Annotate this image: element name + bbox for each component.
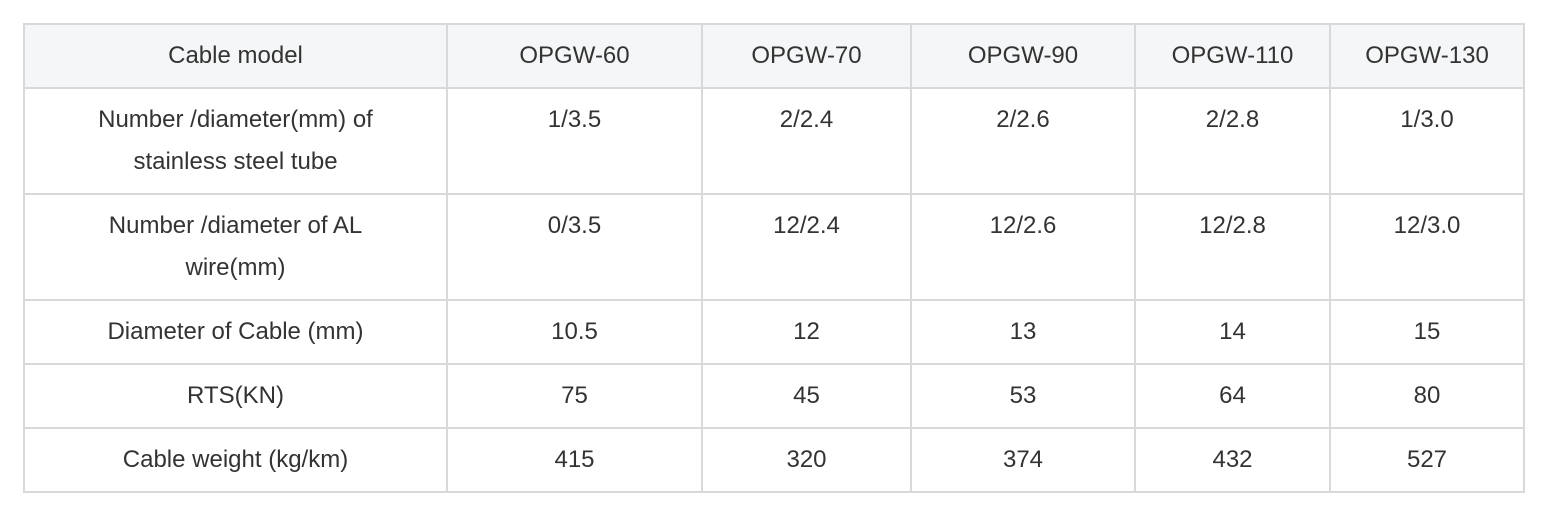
table-cell: 15	[1329, 299, 1525, 365]
spec-table: Cable model OPGW-60 OPGW-70 OPGW-90 OPGW-110…	[23, 23, 1525, 493]
table-cell: 2/2.8	[1134, 87, 1331, 195]
table-cell: 320	[701, 427, 912, 493]
table-row: RTS(KN) 75 45 53 64 80	[23, 363, 1525, 429]
table-cell: 45	[701, 363, 912, 429]
table-cell: 12/3.0	[1329, 193, 1525, 301]
row-label: Cable weight (kg/km)	[23, 427, 448, 493]
header-cell: OPGW-130	[1329, 23, 1525, 89]
header-cell: Cable model	[23, 23, 448, 89]
table-cell: 0/3.5	[446, 193, 703, 301]
header-cell: OPGW-60	[446, 23, 703, 89]
table-cell: 432	[1134, 427, 1331, 493]
header-cell: OPGW-110	[1134, 23, 1331, 89]
table-cell: 12/2.6	[910, 193, 1136, 301]
table-cell: 1/3.0	[1329, 87, 1525, 195]
table-cell: 12/2.8	[1134, 193, 1331, 301]
row-label: RTS(KN)	[23, 363, 448, 429]
table-row: Number /diameter(mm) of stainless steel …	[23, 87, 1525, 195]
row-label: Number /diameter(mm) of stainless steel …	[23, 87, 448, 195]
table-cell: 2/2.6	[910, 87, 1136, 195]
row-label: Number /diameter of AL wire(mm)	[23, 193, 448, 301]
table-cell: 14	[1134, 299, 1331, 365]
table-cell: 415	[446, 427, 703, 493]
header-cell: OPGW-70	[701, 23, 912, 89]
table-cell: 527	[1329, 427, 1525, 493]
table-row: Diameter of Cable (mm) 10.5 12 13 14 15	[23, 299, 1525, 365]
table-cell: 80	[1329, 363, 1525, 429]
row-label: Diameter of Cable (mm)	[23, 299, 448, 365]
table-cell: 53	[910, 363, 1136, 429]
table-container: Cable model OPGW-60 OPGW-70 OPGW-90 OPGW-110…	[23, 23, 1525, 493]
table-cell: 10.5	[446, 299, 703, 365]
table-cell: 13	[910, 299, 1136, 365]
table-row: Cable weight (kg/km) 415 320 374 432 527	[23, 427, 1525, 493]
table-cell: 12	[701, 299, 912, 365]
table-cell: 374	[910, 427, 1136, 493]
table-row: Number /diameter of AL wire(mm) 0/3.5 12/2…	[23, 193, 1525, 301]
table-cell: 12/2.4	[701, 193, 912, 301]
header-cell: OPGW-90	[910, 23, 1136, 89]
table-cell: 2/2.4	[701, 87, 912, 195]
header-row: Cable model OPGW-60 OPGW-70 OPGW-90 OPGW-110…	[23, 23, 1525, 89]
table-cell: 1/3.5	[446, 87, 703, 195]
table-body: Cable model OPGW-60 OPGW-70 OPGW-90 OPGW-110…	[23, 23, 1525, 493]
table-cell: 75	[446, 363, 703, 429]
table-cell: 64	[1134, 363, 1331, 429]
